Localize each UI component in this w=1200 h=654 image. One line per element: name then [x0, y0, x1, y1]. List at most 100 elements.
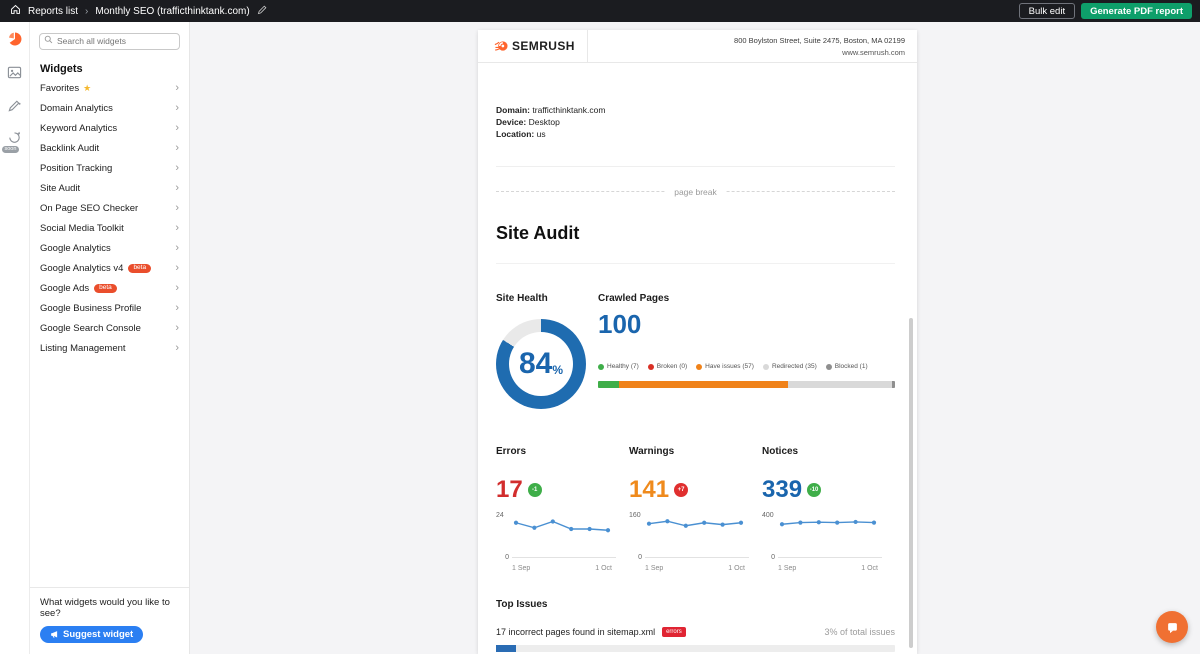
images-icon[interactable] — [6, 63, 24, 81]
site-health-donut: 84 % — [496, 319, 586, 409]
chevron-right-icon: › — [175, 242, 179, 254]
company-address: 800 Boylston Street, Suite 2475, Boston,… — [588, 30, 917, 62]
x-axis — [645, 557, 749, 558]
bulk-edit-button[interactable]: Bulk edit — [1018, 3, 1076, 19]
issue-progress-track — [496, 645, 895, 652]
errors-value: 17 — [496, 476, 523, 503]
notices-delta-badge: -10 — [807, 483, 822, 497]
sidebar-item-position-tracking[interactable]: Position Tracking › — [40, 162, 179, 175]
errors-column: Errors 17 -1 24 0 1 Sep 1 Oct — [496, 446, 629, 572]
semrush-logo: SEMRUSH — [478, 30, 588, 62]
y-max-label: 160 — [629, 512, 641, 519]
chevron-right-icon: › — [175, 342, 179, 354]
brand-name: SEMRUSH — [512, 39, 575, 53]
warnings-column: Warnings 141 +7 160 0 1 Sep 1 Oct — [629, 446, 762, 572]
suggest-widget-button[interactable]: Suggest widget — [40, 626, 144, 643]
site-health-value: 84 — [518, 347, 553, 380]
coming-soon-icon[interactable]: soon — [1, 129, 24, 153]
sidebar-item-google-business-profile[interactable]: Google Business Profile › — [40, 302, 179, 315]
meta-device: Device: Desktop — [496, 117, 560, 127]
home-icon[interactable] — [10, 4, 21, 18]
breadcrumb-reports-list[interactable]: Reports list — [28, 5, 79, 17]
sidebar-item-keyword-analytics[interactable]: Keyword Analytics › — [40, 122, 179, 135]
chevron-right-icon: › — [175, 222, 179, 234]
top-issues-heading: Top Issues — [496, 599, 548, 610]
sidebar-item-listing-management[interactable]: Listing Management › — [40, 342, 179, 355]
sidebar-item-domain-analytics[interactable]: Domain Analytics › — [40, 102, 179, 115]
beta-badge: beta — [128, 263, 152, 274]
generate-pdf-button[interactable]: Generate PDF report — [1081, 3, 1192, 19]
sidebar-item-on-page-seo-checker[interactable]: On Page SEO Checker › — [40, 202, 179, 215]
website-line: www.semrush.com — [842, 47, 905, 57]
stack-segment — [618, 381, 789, 388]
issue-metrics: Errors 17 -1 24 0 1 Sep 1 Oct — [496, 446, 895, 572]
legend-item: Healthy (7) — [598, 363, 639, 370]
chevron-right-icon: › — [175, 182, 179, 194]
chevron-right-icon: › — [175, 302, 179, 314]
chevron-right-icon: › — [175, 262, 179, 274]
legend-dot-icon — [647, 363, 654, 370]
issue-severity-badge: errors — [662, 627, 686, 637]
vertical-scrollbar[interactable] — [909, 318, 913, 648]
x-end-label: 1 Oct — [728, 565, 745, 572]
sidebar-item-google-ads[interactable]: Google Ads beta › — [40, 282, 179, 295]
chevron-right-icon: › — [175, 162, 179, 174]
sidebar-item-site-audit[interactable]: Site Audit › — [40, 182, 179, 195]
site-health-column: Site Health 84 % — [496, 293, 598, 409]
breadcrumb: Reports list › Monthly SEO (trafficthink… — [10, 4, 267, 18]
legend-dot-icon — [762, 363, 769, 370]
beta-badge: beta — [94, 283, 117, 294]
site-audit-overview: Site Health 84 % Crawled Pages 100 Healt… — [496, 293, 895, 409]
crawled-pages-stacked-bar — [598, 381, 895, 388]
sparkline-chart — [779, 519, 877, 527]
x-axis — [512, 557, 616, 558]
stack-segment — [598, 381, 619, 388]
meta-location: Location: us — [496, 129, 546, 139]
widgets-sidebar: Widgets Favorites ★ › Domain Analytics ›… — [30, 22, 190, 654]
chat-fab-button[interactable] — [1156, 611, 1188, 643]
icon-rail: soon — [0, 22, 30, 654]
suggest-question: What widgets would you like to see? — [40, 597, 170, 619]
sidebar-item-favorites[interactable]: Favorites ★ › — [40, 82, 179, 95]
legend-item: Have issues (57) — [696, 363, 754, 370]
y-max-label: 24 — [496, 512, 504, 519]
sidebar-item-google-search-console[interactable]: Google Search Console › — [40, 322, 179, 335]
report-page: SEMRUSH 800 Boylston Street, Suite 2475,… — [478, 30, 917, 654]
x-start-label: 1 Sep — [645, 565, 664, 572]
edit-title-icon[interactable] — [257, 5, 267, 18]
my-reports-icon[interactable] — [6, 30, 24, 48]
magic-pen-icon[interactable] — [6, 96, 24, 114]
legend-label: Redirected (35) — [771, 363, 817, 370]
divider — [496, 166, 895, 167]
notices-label: Notices — [762, 446, 799, 457]
issue-row: 17 incorrect pages found in sitemap.xml … — [496, 627, 895, 637]
sidebar-item-social-media-toolkit[interactable]: Social Media Toolkit › — [40, 222, 179, 235]
warnings-value: 141 — [629, 476, 670, 503]
notices-sparkline: 400 0 1 Sep 1 Oct — [762, 512, 882, 572]
sidebar-item-google-analytics-v4[interactable]: Google Analytics v4 beta › — [40, 262, 179, 275]
sidebar-footer: What widgets would you like to see? Sugg… — [30, 587, 189, 654]
crawled-pages-value: 100 — [598, 309, 642, 339]
crawled-pages-label: Crawled Pages — [598, 293, 670, 304]
site-health-unit: % — [552, 363, 564, 377]
chevron-right-icon: › — [175, 102, 179, 114]
search-input[interactable] — [39, 32, 180, 50]
sidebar-item-google-analytics[interactable]: Google Analytics › — [40, 242, 179, 255]
report-header: SEMRUSH 800 Boylston Street, Suite 2475,… — [478, 30, 917, 63]
widgets-heading: Widgets — [40, 62, 83, 75]
star-icon: ★ — [83, 83, 92, 93]
sidebar-item-backlink-audit[interactable]: Backlink Audit › — [40, 142, 179, 155]
x-axis — [778, 557, 882, 558]
megaphone-icon — [51, 631, 58, 638]
widgets-nav: Favorites ★ › Domain Analytics › Keyword… — [30, 79, 189, 359]
x-end-label: 1 Oct — [595, 565, 612, 572]
chevron-right-icon: › — [175, 142, 179, 154]
report-title: Monthly SEO (trafficthinktank.com) — [95, 5, 250, 17]
x-end-label: 1 Oct — [861, 565, 878, 572]
notices-column: Notices 339 -10 400 0 1 Sep 1 Oct — [762, 446, 895, 572]
donut-center: 84 % — [509, 332, 573, 396]
address-line: 800 Boylston Street, Suite 2475, Boston,… — [734, 36, 905, 45]
crawled-pages-legend: Healthy (7) Broken (0) Have issues (57) Red… — [598, 363, 895, 370]
chevron-right-icon: › — [85, 5, 89, 17]
chevron-right-icon: › — [175, 122, 179, 134]
